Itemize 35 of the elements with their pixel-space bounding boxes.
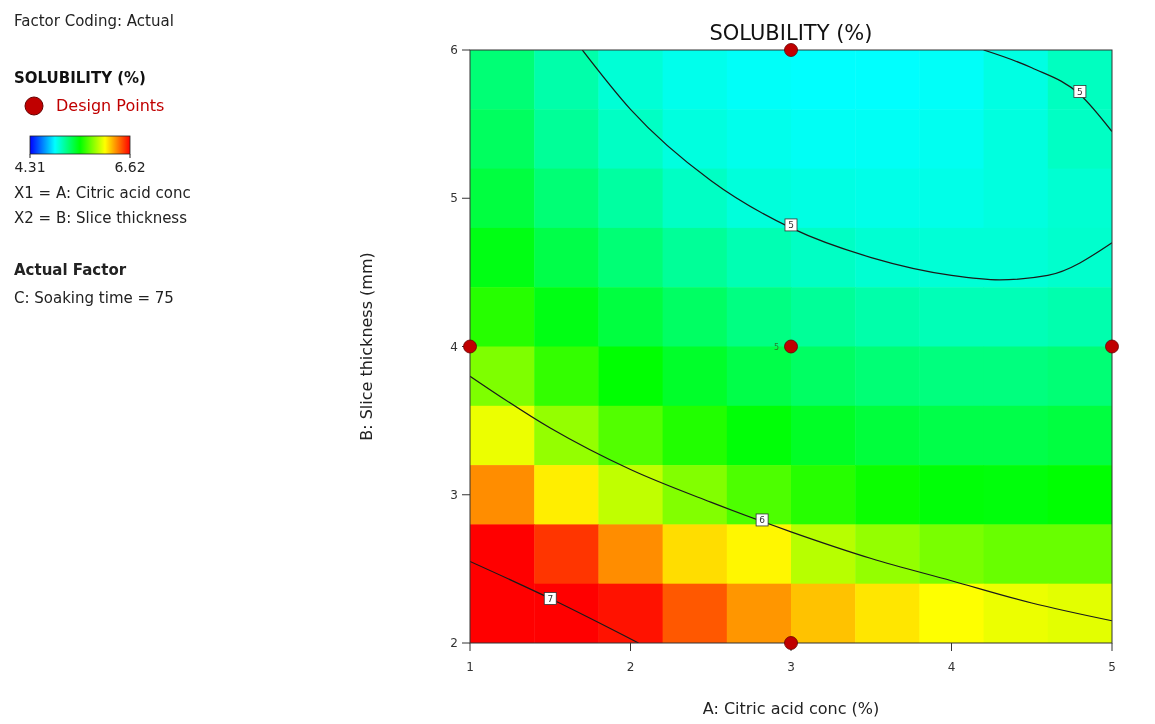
- x-tick-label: 1: [466, 660, 474, 674]
- y-tick-label: 3: [450, 487, 458, 502]
- annotation: 6: [759, 515, 766, 526]
- y-tick-label: 4: [450, 339, 458, 354]
- x-axis-title: A: Citric acid conc (%): [702, 699, 880, 718]
- annotation: 5: [788, 220, 794, 231]
- point: [784, 636, 798, 650]
- x-tick-label: 3: [787, 660, 795, 674]
- point: [784, 339, 798, 354]
- annotation: 7: [547, 594, 554, 605]
- text: C: Soaking time = 75: [14, 289, 174, 307]
- point: [784, 43, 798, 57]
- line-series: [983, 50, 1112, 133]
- color-bar-label: 4.31: [14, 159, 46, 175]
- y-tick-label: 5: [450, 191, 458, 206]
- text: Actual Factor: [14, 261, 127, 279]
- y-axis-title: B: Slice thickness (mm): [357, 252, 376, 441]
- line-series: [470, 375, 1112, 622]
- point: [1105, 339, 1119, 354]
- text: Factor Coding: Actual: [14, 12, 174, 30]
- annotation: 5: [1077, 87, 1083, 98]
- text: X2 = B: Slice thickness: [14, 209, 188, 227]
- chart-title: SOLUBILITY (%): [709, 21, 873, 45]
- y-tick-label: 6: [450, 43, 458, 57]
- x-tick-label: 5: [1108, 660, 1116, 674]
- legend-title: SOLUBILITY (%): [14, 69, 146, 87]
- annotation: 5: [773, 342, 779, 352]
- point: [463, 339, 477, 354]
- y-tick-label: 2: [450, 636, 458, 650]
- x-tick-label: 2: [626, 660, 635, 674]
- line-series: [581, 50, 1112, 281]
- legend-label: Design Points: [56, 96, 165, 115]
- text: X1 = A: Citric acid conc: [14, 184, 191, 202]
- x-tick-label: 4: [947, 660, 956, 674]
- color-bar-label: 6.62: [114, 159, 146, 175]
